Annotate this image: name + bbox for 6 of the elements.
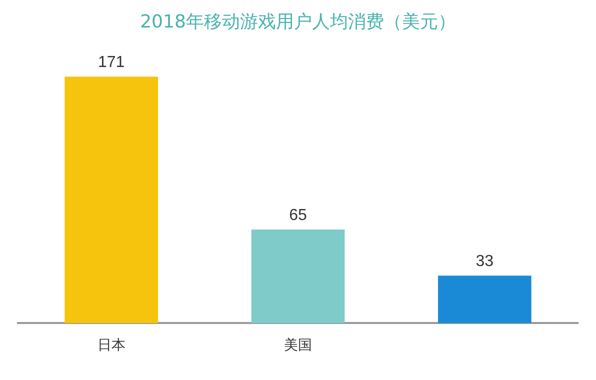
- data-label: 171: [98, 54, 125, 71]
- data-label: 33: [476, 253, 494, 270]
- x-tick-label: 日本: [97, 336, 126, 352]
- chart-title: 2018年移动游戏用户人均消费（美元）: [140, 11, 456, 32]
- data-label: 65: [289, 206, 307, 224]
- x-tick-label: 美国: [284, 336, 312, 352]
